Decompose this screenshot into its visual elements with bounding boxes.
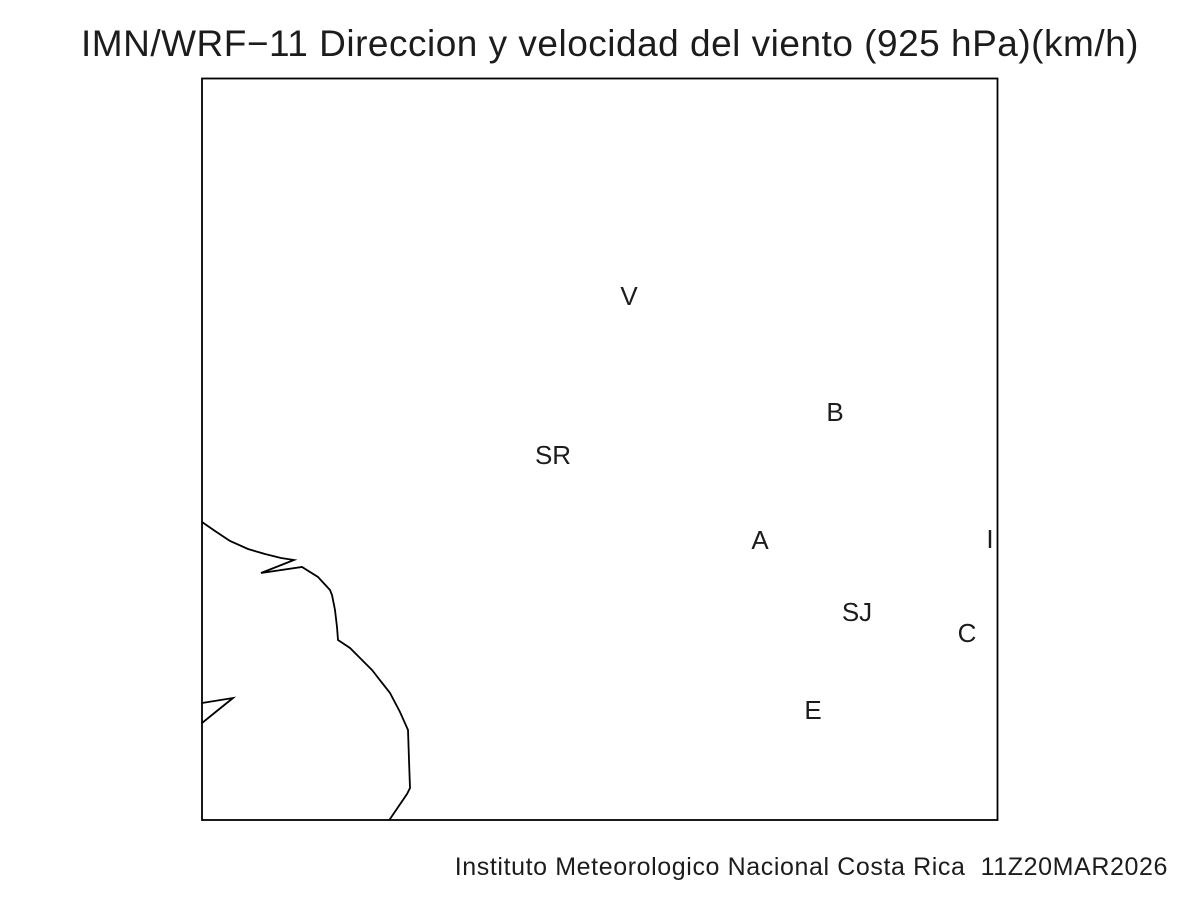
station-label: SJ (842, 597, 872, 627)
map-border (201, 77, 999, 821)
footer-credit: Instituto Meteorologico Nacional Costa R… (454, 853, 1168, 881)
peninsula-path (201, 696, 237, 724)
station-label: V (620, 281, 638, 311)
station-label: B (826, 397, 843, 427)
station-label: E (804, 695, 821, 725)
station-labels: V B SR A I SJ C E (535, 281, 994, 725)
coastline-path (201, 521, 411, 820)
station-label: C (958, 618, 977, 648)
page-title: IMN/WRF−11 Direccion y velocidad del vie… (80, 23, 1140, 64)
station-label: I (986, 524, 993, 554)
station-label: SR (535, 440, 571, 470)
station-label: A (751, 525, 769, 555)
